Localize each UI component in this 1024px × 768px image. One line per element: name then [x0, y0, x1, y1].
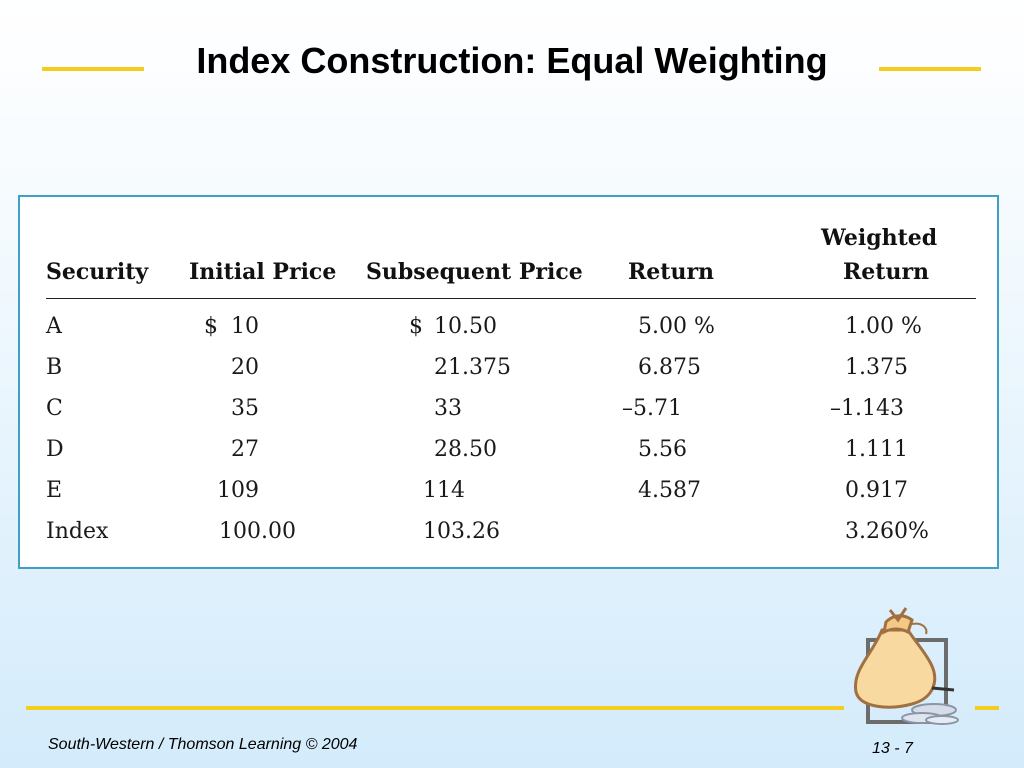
cell-initial-price: 10	[231, 314, 259, 339]
header-weighted-line1: Weighted	[821, 225, 938, 251]
cell-weighted-return: 3.260%	[845, 519, 929, 544]
footer-rule-right	[975, 706, 999, 710]
title-rule-right	[879, 67, 981, 71]
cell-weighted-return: 1.111	[845, 437, 908, 462]
footer-copyright: South-Western / Thomson Learning © 2004	[48, 736, 358, 753]
header-return: Return	[628, 259, 715, 285]
cell-return: 5.00 %	[638, 314, 715, 339]
cell-subsequent-price: 103.26	[423, 519, 500, 544]
footer-rule-left	[26, 706, 844, 710]
cell-weighted-return: 0.917	[845, 478, 908, 503]
cell-initial-price: 27	[231, 437, 259, 462]
cell-subsequent-price: 21.375	[434, 355, 511, 380]
header-subsequent-price: Subsequent Price	[366, 259, 583, 285]
cell-return: 5.56	[638, 437, 687, 462]
cell-security: Index	[46, 519, 109, 544]
cell-subsequent-price: 114	[423, 478, 465, 503]
cell-subsequent-price: 28.50	[434, 437, 497, 462]
slide-number: 13 - 7	[872, 740, 913, 757]
header-initial-price: Initial Price	[189, 259, 337, 285]
cell-security: B	[46, 355, 63, 380]
cell-return: 6.875	[638, 355, 701, 380]
money-bag-icon	[854, 607, 959, 725]
cell-initial-price-prefix: $	[204, 314, 218, 339]
cell-return: –5.71	[622, 396, 682, 421]
cell-subsequent-price: 33	[434, 396, 462, 421]
cell-subsequent-price-prefix: $	[409, 314, 423, 339]
cell-return: 4.587	[638, 478, 701, 503]
cell-weighted-return: 1.00 %	[845, 314, 922, 339]
cell-initial-price: 109	[217, 478, 259, 503]
header-security: Security	[46, 259, 149, 285]
title-rule-left	[42, 67, 144, 71]
cell-security: C	[46, 396, 63, 421]
cell-subsequent-price: 10.50	[434, 314, 497, 339]
cell-initial-price: 35	[231, 396, 259, 421]
cell-initial-price: 20	[231, 355, 259, 380]
cell-security: E	[46, 478, 63, 503]
cell-weighted-return: –1.143	[830, 396, 904, 421]
header-weighted-line2: Return	[843, 259, 930, 285]
data-table: Security Initial Price Subsequent Price …	[18, 195, 999, 569]
cell-weighted-return: 1.375	[845, 355, 908, 380]
slide-title: Index Construction: Equal Weighting	[196, 40, 828, 81]
cell-initial-price: 100.00	[219, 519, 296, 544]
cell-security: A	[46, 314, 62, 339]
cell-security: D	[46, 437, 64, 462]
header-divider	[46, 298, 976, 299]
